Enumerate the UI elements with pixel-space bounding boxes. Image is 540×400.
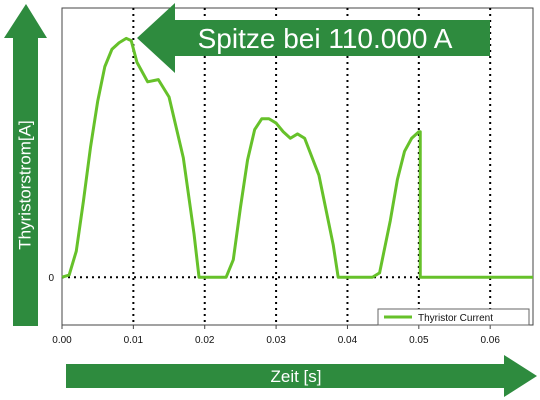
x-tick-label: 0.00 bbox=[52, 335, 72, 346]
plot-area bbox=[61, 7, 534, 326]
legend-box bbox=[377, 308, 530, 326]
x-tick-label: 0.05 bbox=[409, 335, 429, 346]
x-axis-arrow: Zeit [s] bbox=[66, 355, 537, 397]
x-tick-label: 0.03 bbox=[266, 335, 286, 346]
y-arrow-shape bbox=[4, 4, 47, 326]
y-axis-arrow: Thyristorstrom[A] bbox=[4, 4, 47, 326]
peak-annotation-text: Spitze bei 110.000 A bbox=[198, 23, 453, 54]
legend-label-thyristor-current: Thyristor Current bbox=[418, 313, 493, 324]
x-tick-label: 0.02 bbox=[195, 335, 215, 346]
series-layer bbox=[61, 36, 533, 279]
series-line-thyristor-current bbox=[61, 36, 533, 279]
y-tick-label: 0 bbox=[48, 273, 54, 284]
x-tick-label: 0.04 bbox=[338, 335, 358, 346]
x-tick-label: 0.01 bbox=[124, 335, 144, 346]
y-axis-label: Thyristorstrom[A] bbox=[15, 120, 34, 249]
x-arrow-shape bbox=[66, 355, 537, 397]
peak-annotation-arrow: Spitze bei 110.000 A bbox=[137, 3, 490, 73]
tick-labels: 0.00 0.01 0.02 0.03 0.04 0.05 0.06 0 bbox=[48, 273, 500, 346]
legend: Thyristor Current bbox=[377, 308, 530, 326]
x-tick-label: 0.06 bbox=[480, 335, 500, 346]
x-axis-label: Zeit [s] bbox=[270, 367, 321, 386]
banner-arrow-shape bbox=[137, 3, 490, 73]
